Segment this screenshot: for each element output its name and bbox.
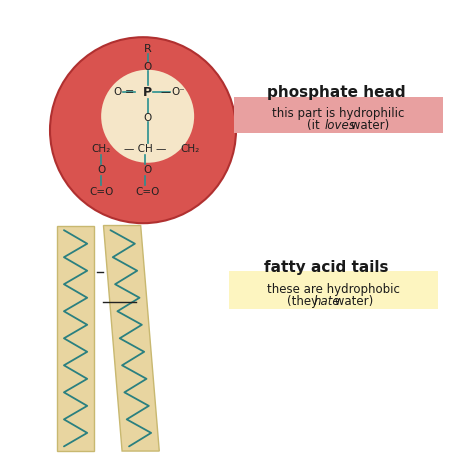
Text: O: O	[143, 113, 152, 123]
Circle shape	[101, 70, 194, 163]
Text: C=O: C=O	[89, 187, 113, 197]
Text: CH₂: CH₂	[92, 144, 111, 154]
Text: water): water)	[346, 119, 389, 132]
Text: loves: loves	[324, 119, 355, 132]
Text: (it: (it	[307, 119, 324, 132]
Text: — CH —: — CH —	[124, 144, 167, 154]
Circle shape	[50, 37, 236, 223]
Text: fatty acid tails: fatty acid tails	[264, 260, 389, 275]
FancyBboxPatch shape	[229, 271, 438, 309]
Text: R: R	[144, 44, 152, 54]
Text: =: =	[125, 87, 135, 97]
Text: =: =	[242, 109, 253, 123]
Text: O: O	[143, 62, 152, 73]
Text: this part is hydrophilic: this part is hydrophilic	[272, 107, 405, 120]
Text: water): water)	[331, 295, 373, 308]
Text: these are hydrophobic: these are hydrophobic	[267, 283, 400, 296]
FancyBboxPatch shape	[234, 97, 443, 133]
Text: O: O	[97, 165, 105, 175]
Polygon shape	[57, 226, 94, 451]
Text: O: O	[113, 87, 122, 97]
Text: (they: (they	[287, 295, 322, 308]
Text: —: —	[160, 87, 170, 97]
Text: CH₂: CH₂	[180, 144, 199, 154]
Text: P: P	[143, 86, 152, 99]
Text: O: O	[143, 165, 152, 175]
Polygon shape	[103, 226, 159, 451]
Text: phosphate head: phosphate head	[267, 86, 405, 100]
Text: O⁻: O⁻	[171, 87, 185, 97]
Text: C=O: C=O	[135, 187, 160, 197]
Text: hate: hate	[314, 295, 340, 308]
